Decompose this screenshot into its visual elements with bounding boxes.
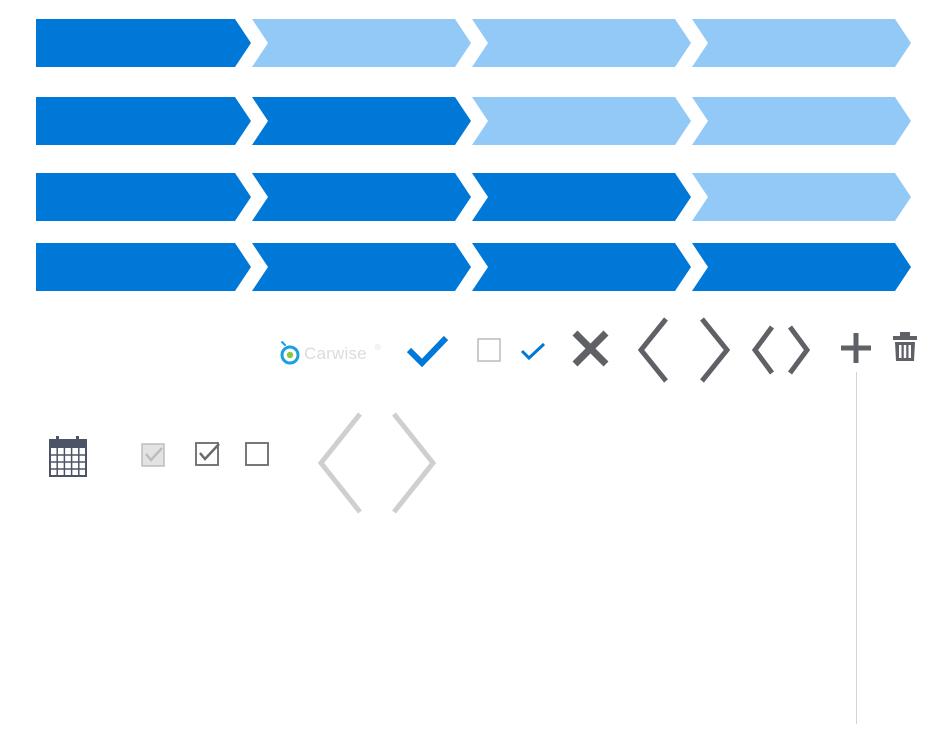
checkbox-checked-icon[interactable] [194, 440, 224, 470]
close-x-icon[interactable] [570, 328, 612, 370]
light-chevron-left-icon[interactable] [314, 410, 366, 516]
carwise-logo-text: Carwise [304, 344, 367, 363]
code-brackets-icon[interactable] [750, 324, 812, 376]
stepper-row [36, 97, 911, 145]
carwise-logo: Carwise ® [278, 340, 388, 368]
checkbox-unchecked-icon[interactable] [476, 337, 504, 365]
large-check-icon[interactable] [404, 330, 450, 370]
carwise-logo-registered-mark: ® [375, 343, 381, 352]
small-check-icon[interactable] [518, 340, 548, 364]
vertical-divider [856, 372, 857, 724]
step-completed[interactable] [252, 243, 471, 291]
progress-steppers [36, 19, 911, 291]
step-completed[interactable] [472, 243, 691, 291]
trash-icon[interactable] [890, 330, 920, 364]
checkbox-checked-disabled-icon [141, 443, 165, 467]
step-completed[interactable] [36, 173, 251, 221]
stepper-row [36, 19, 911, 67]
step-completed[interactable] [36, 97, 251, 145]
step-pending[interactable] [692, 19, 911, 67]
step-completed[interactable] [472, 173, 691, 221]
checkbox-unchecked-dark-icon[interactable] [244, 440, 272, 468]
chevron-right-icon[interactable] [696, 316, 732, 384]
plus-icon[interactable] [838, 330, 874, 366]
step-pending[interactable] [252, 19, 471, 67]
chevron-left-icon[interactable] [636, 316, 672, 384]
step-completed[interactable] [36, 243, 251, 291]
calendar-icon[interactable] [48, 434, 88, 478]
step-completed[interactable] [252, 97, 471, 145]
step-completed[interactable] [36, 19, 251, 67]
step-pending[interactable] [472, 19, 691, 67]
step-pending[interactable] [692, 173, 911, 221]
stepper-row [36, 173, 911, 221]
step-completed[interactable] [252, 173, 471, 221]
step-completed[interactable] [692, 243, 911, 291]
light-chevron-right-icon[interactable] [388, 410, 440, 516]
stepper-row [36, 243, 911, 291]
step-pending[interactable] [692, 97, 911, 145]
carwise-logo-mark-icon [280, 341, 300, 365]
step-pending[interactable] [472, 97, 691, 145]
